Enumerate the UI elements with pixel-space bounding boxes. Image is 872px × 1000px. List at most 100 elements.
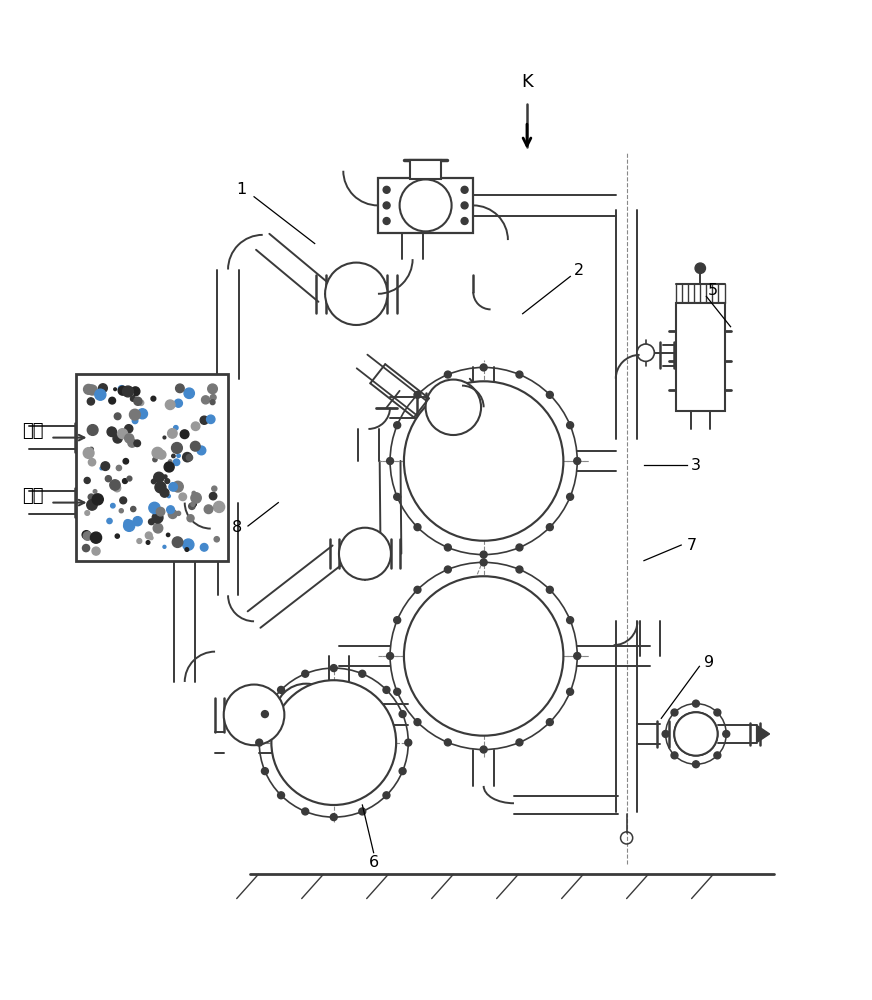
Circle shape <box>414 524 421 531</box>
Circle shape <box>192 491 195 495</box>
Circle shape <box>163 436 166 439</box>
Circle shape <box>255 739 262 746</box>
Circle shape <box>91 532 102 543</box>
Circle shape <box>662 730 669 737</box>
Circle shape <box>386 458 393 464</box>
Circle shape <box>156 507 165 516</box>
Circle shape <box>567 688 574 695</box>
Circle shape <box>107 427 117 437</box>
Circle shape <box>89 385 93 390</box>
Circle shape <box>210 395 216 400</box>
Circle shape <box>185 548 188 551</box>
Circle shape <box>201 416 208 424</box>
Circle shape <box>87 385 98 395</box>
Circle shape <box>302 808 309 815</box>
Circle shape <box>182 453 192 462</box>
Circle shape <box>174 399 182 407</box>
Circle shape <box>127 476 132 481</box>
Circle shape <box>567 493 574 500</box>
Circle shape <box>119 386 127 395</box>
Circle shape <box>414 586 421 593</box>
Circle shape <box>516 739 523 746</box>
Circle shape <box>271 680 396 805</box>
Circle shape <box>84 448 94 458</box>
Circle shape <box>113 388 117 391</box>
Circle shape <box>188 503 195 509</box>
Circle shape <box>445 739 452 746</box>
Circle shape <box>330 814 337 821</box>
Circle shape <box>172 443 182 453</box>
Text: 出油: 出油 <box>22 487 44 505</box>
Circle shape <box>405 739 412 746</box>
Circle shape <box>183 539 194 550</box>
Circle shape <box>262 711 269 718</box>
Circle shape <box>166 400 175 410</box>
Circle shape <box>637 344 654 361</box>
Circle shape <box>92 494 103 505</box>
Circle shape <box>111 503 115 508</box>
Circle shape <box>191 502 195 506</box>
Circle shape <box>119 386 125 392</box>
Circle shape <box>174 426 178 430</box>
Circle shape <box>167 506 174 514</box>
Circle shape <box>92 547 100 555</box>
Circle shape <box>131 396 135 401</box>
Circle shape <box>125 425 133 433</box>
Circle shape <box>137 539 142 543</box>
Text: 3: 3 <box>691 458 701 473</box>
Circle shape <box>84 384 93 394</box>
Circle shape <box>193 503 196 506</box>
Text: 5: 5 <box>708 283 719 298</box>
Circle shape <box>692 700 699 707</box>
Circle shape <box>168 510 177 518</box>
Text: 2: 2 <box>574 263 584 278</box>
Circle shape <box>547 586 554 593</box>
Circle shape <box>177 454 181 457</box>
Circle shape <box>516 544 523 551</box>
Circle shape <box>153 523 163 533</box>
Circle shape <box>386 652 393 659</box>
Circle shape <box>574 458 581 464</box>
Circle shape <box>167 429 177 438</box>
Circle shape <box>567 422 574 429</box>
Circle shape <box>116 465 121 471</box>
Circle shape <box>480 559 487 566</box>
Circle shape <box>339 528 391 580</box>
Circle shape <box>146 532 153 539</box>
Circle shape <box>723 730 730 737</box>
Circle shape <box>88 494 94 500</box>
Circle shape <box>191 422 200 430</box>
Circle shape <box>152 479 156 484</box>
Circle shape <box>394 422 400 429</box>
Circle shape <box>383 218 390 224</box>
Circle shape <box>714 752 721 759</box>
Circle shape <box>129 409 140 420</box>
Circle shape <box>671 752 678 759</box>
Circle shape <box>109 397 115 404</box>
Circle shape <box>119 497 126 504</box>
Circle shape <box>153 472 164 483</box>
Circle shape <box>404 381 563 541</box>
Circle shape <box>212 486 217 491</box>
Circle shape <box>167 533 170 537</box>
Circle shape <box>128 439 136 447</box>
Circle shape <box>165 479 170 483</box>
Circle shape <box>480 551 487 558</box>
Bar <box>676 303 725 411</box>
Circle shape <box>153 458 157 462</box>
Circle shape <box>125 434 133 443</box>
Circle shape <box>674 712 718 756</box>
Circle shape <box>399 768 406 775</box>
Circle shape <box>302 670 309 677</box>
Circle shape <box>109 427 114 432</box>
Circle shape <box>204 505 213 514</box>
Circle shape <box>224 685 284 745</box>
Circle shape <box>210 400 215 405</box>
Circle shape <box>89 447 93 451</box>
Circle shape <box>383 686 390 693</box>
Circle shape <box>692 761 699 768</box>
Circle shape <box>124 520 134 531</box>
Circle shape <box>87 425 98 435</box>
Circle shape <box>87 398 94 405</box>
Circle shape <box>461 186 468 193</box>
